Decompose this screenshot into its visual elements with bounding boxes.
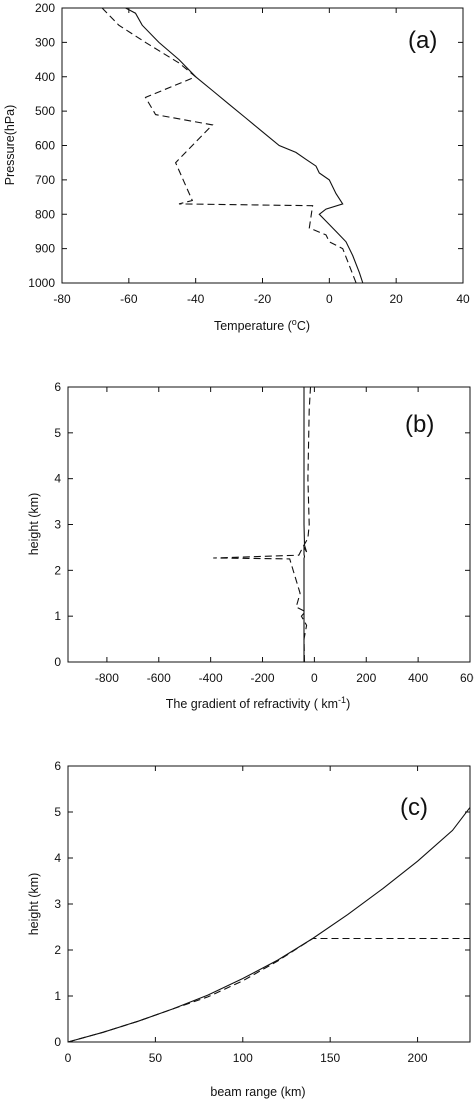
y-tick-label: 1000 — [28, 276, 55, 290]
y-tick-label: 900 — [35, 242, 55, 256]
x-tick-label: 20 — [389, 292, 403, 306]
y-tick-label: 600 — [35, 139, 55, 153]
y-tick-label: 2 — [54, 563, 61, 577]
x-tick-label: 40 — [456, 292, 470, 306]
y-tick-label: 1 — [54, 609, 61, 623]
x-tick-label: 200 — [356, 671, 376, 685]
x-tick-label: 150 — [320, 1051, 340, 1065]
x-axis-label: beam range (km) — [210, 1085, 305, 1099]
x-tick-label: 0 — [65, 1051, 72, 1065]
x-tick-label: -60 — [120, 292, 138, 306]
x-tick-label: -400 — [199, 671, 223, 685]
x-tick-label: 0 — [326, 292, 333, 306]
x-tick-label: -40 — [187, 292, 205, 306]
y-tick-label: 700 — [35, 173, 55, 187]
x-tick-label: 400 — [408, 671, 428, 685]
y-tick-label: 6 — [54, 759, 61, 773]
panel-label: (a) — [408, 27, 437, 54]
series-line-dashed — [67, 937, 470, 1043]
y-tick-label: 2 — [54, 943, 61, 957]
y-tick-label: 5 — [54, 426, 61, 440]
plot-frame — [61, 7, 464, 284]
x-tick-label: -800 — [95, 671, 119, 685]
x-axis-label: Temperature (oC) — [214, 317, 310, 333]
y-tick-label: 6 — [54, 380, 61, 394]
y-tick-label: 800 — [35, 207, 55, 221]
chart-panel-2: -800 -600 -400 -200 0 200 400 600 0 1 2 3 4 5 6 (b) The … — [27, 380, 474, 711]
x-tick-label: -200 — [251, 671, 275, 685]
panel-label: (c) — [400, 794, 428, 821]
y-axis-label: height (km) — [27, 493, 41, 556]
series-line-dashed — [213, 386, 312, 663]
series-line-dashed — [101, 7, 357, 284]
x-tick-label: -80 — [53, 292, 71, 306]
y-tick-label: 5 — [54, 805, 61, 819]
y-axis-label: Pressure(hPa) — [3, 105, 17, 186]
series-line-solid — [67, 807, 471, 1043]
x-tick-label: 0 — [311, 671, 318, 685]
chart-panel-3: 0 50 100 150 200 0 1 2 3 4 5 6 (c) beam range (km) hei… — [27, 759, 471, 1099]
chart-panel-1: -80 -60 -40 -20 0 20 40 200 300 400 500 600 700 800 90… — [3, 1, 470, 333]
x-axis-label: The gradient of refractivity ( km-1) — [166, 695, 350, 711]
y-tick-label: 3 — [54, 518, 61, 532]
series-line-solid — [125, 7, 364, 284]
series-line-solid — [303, 387, 308, 662]
x-tick-label: 50 — [149, 1051, 163, 1065]
y-tick-label: 4 — [54, 472, 61, 486]
x-tick-label: 100 — [233, 1051, 253, 1065]
y-tick-label: 300 — [35, 35, 55, 49]
y-tick-label: 4 — [54, 851, 61, 865]
x-tick-label: 600 — [460, 671, 474, 685]
y-tick-label: 200 — [35, 1, 55, 15]
x-tick-label: -20 — [254, 292, 272, 306]
panel-label: (b) — [405, 411, 434, 438]
y-tick-label: 1 — [54, 989, 61, 1003]
y-tick-label: 0 — [54, 1035, 61, 1049]
y-tick-label: 400 — [35, 70, 55, 84]
y-tick-label: 500 — [35, 104, 55, 118]
x-tick-label: 200 — [408, 1051, 428, 1065]
y-tick-label: 0 — [54, 655, 61, 669]
y-axis-label: height (km) — [27, 873, 41, 936]
y-tick-label: 3 — [54, 897, 61, 911]
x-tick-label: -600 — [147, 671, 171, 685]
